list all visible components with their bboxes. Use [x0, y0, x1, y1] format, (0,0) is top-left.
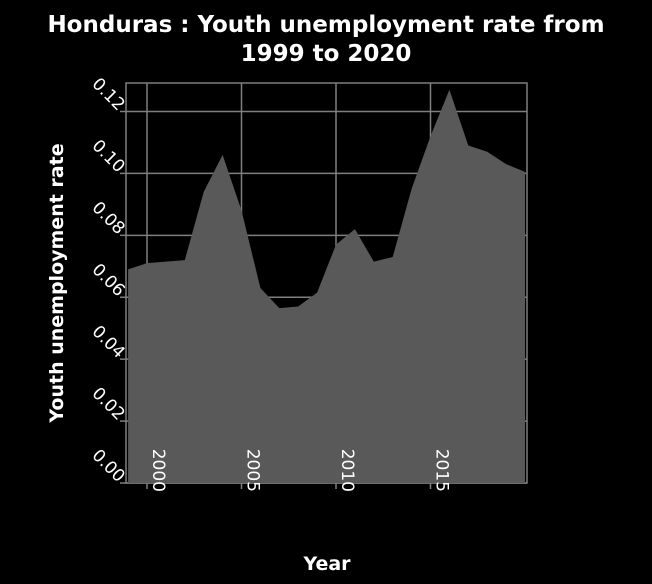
x-tick-label: 2005 [243, 449, 263, 492]
chart-title-line-1: Honduras : Youth unemployment rate from [47, 12, 604, 38]
x-tick-label: 2015 [432, 449, 452, 492]
chart-title-line-2: 1999 to 2020 [241, 41, 412, 67]
x-tick-label: 2010 [337, 449, 357, 492]
x-tick-label: 2000 [148, 449, 168, 492]
x-axis: 2000 2005 2010 2015 [146, 449, 452, 492]
x-axis-label: Year [302, 553, 351, 575]
y-axis-label: Youth unemployment rate [46, 143, 68, 423]
series-area [128, 89, 525, 484]
